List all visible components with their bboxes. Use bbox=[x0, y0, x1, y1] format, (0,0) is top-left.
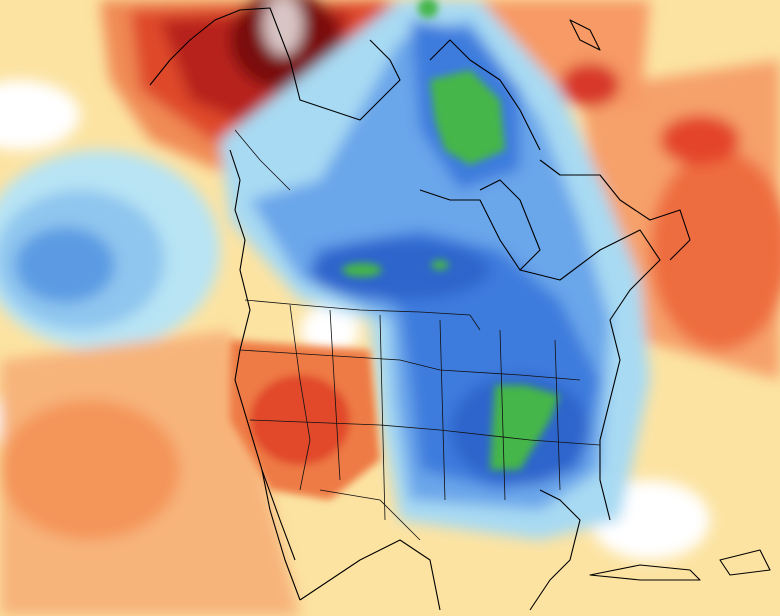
warm-area bbox=[660, 115, 740, 165]
warm-field bbox=[230, 340, 380, 500]
island bbox=[719, 549, 771, 576]
extreme-area bbox=[263, 0, 303, 55]
border bbox=[244, 299, 481, 331]
coastline bbox=[429, 39, 541, 151]
extreme-cold-area bbox=[418, 0, 438, 18]
neutral-patch bbox=[0, 80, 80, 150]
coastline bbox=[261, 469, 296, 561]
warm-area bbox=[250, 375, 350, 465]
border bbox=[329, 309, 561, 521]
warm-area bbox=[0, 400, 180, 540]
cold-area bbox=[310, 240, 490, 300]
warm-area bbox=[560, 63, 620, 107]
coastline bbox=[529, 489, 581, 611]
extreme-cold-area bbox=[490, 385, 560, 470]
coastline bbox=[539, 159, 691, 261]
border bbox=[319, 489, 421, 541]
coastline bbox=[519, 229, 661, 521]
island bbox=[589, 564, 701, 581]
border bbox=[289, 304, 311, 491]
extreme-cold-area bbox=[430, 70, 505, 165]
border bbox=[234, 129, 291, 191]
cool-area bbox=[15, 227, 115, 303]
coastline bbox=[299, 539, 441, 611]
warm-area bbox=[650, 150, 780, 350]
extreme-cold-area bbox=[431, 260, 449, 270]
extreme-cold-area bbox=[342, 263, 382, 277]
coastline bbox=[149, 7, 401, 121]
island bbox=[569, 19, 601, 51]
extreme-cold-field bbox=[342, 0, 560, 470]
border bbox=[239, 349, 581, 381]
outlines bbox=[149, 7, 771, 611]
neutral-patch bbox=[300, 305, 360, 355]
